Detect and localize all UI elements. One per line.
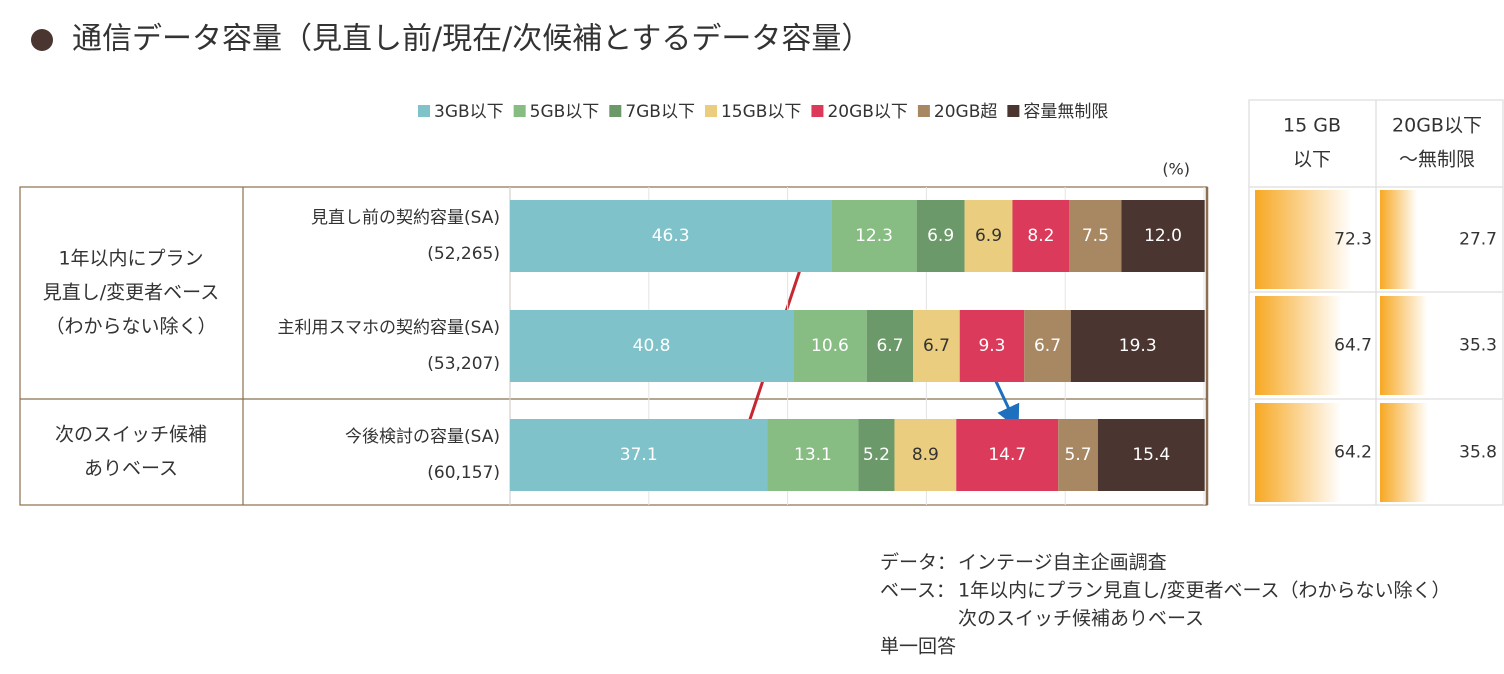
legend-label: 20GB以下 — [827, 102, 907, 122]
row-label: 主利用スマホの契約容量(SA) — [278, 318, 501, 338]
note-text: 次のスイッチ候補ありベース — [958, 608, 1204, 630]
value-label: 12.0 — [1144, 226, 1182, 246]
group-label: （わからない除く） — [45, 316, 216, 338]
value-label: 7.5 — [1082, 226, 1109, 246]
legend-label: 20GB超 — [934, 102, 997, 122]
legend-swatch — [609, 105, 622, 117]
bar-segment — [1121, 200, 1205, 272]
note-label: データ： — [880, 552, 956, 574]
bar-segment — [831, 200, 917, 272]
legend-label: 15GB以下 — [721, 102, 801, 122]
row-n-label: (52,265) — [427, 244, 500, 264]
value-label: 8.2 — [1027, 226, 1054, 246]
value-label: 12.3 — [855, 226, 893, 246]
row-label: 見直し前の契約容量(SA) — [311, 208, 500, 228]
bar-segment — [913, 310, 960, 382]
group-label: 1年以内にプラン — [58, 248, 203, 270]
value-label: 6.7 — [923, 336, 950, 356]
title-bullet — [31, 29, 53, 51]
unit-label: (%) — [1162, 160, 1190, 179]
legend-swatch — [704, 105, 717, 117]
bar-segment — [916, 200, 965, 272]
legend-label: 7GB以下 — [625, 102, 695, 122]
group-label: 次のスイッチ候補 — [55, 424, 207, 446]
bar-segment — [1012, 200, 1070, 272]
note-text: インテージ自主企画調査 — [958, 552, 1167, 574]
value-label: 10.6 — [811, 336, 849, 356]
bar-segment — [894, 419, 957, 491]
bar-segment — [510, 419, 768, 491]
bar-segment — [510, 200, 832, 272]
group-label: ありベース — [84, 458, 178, 480]
legend-swatch — [917, 105, 930, 117]
value-label: 8.9 — [912, 445, 939, 465]
value-label: 46.3 — [652, 226, 690, 246]
note-text: 1年以内にプラン見直し/変更者ベース（わからない除く） — [958, 580, 1451, 602]
legend-label: 5GB以下 — [530, 102, 600, 122]
side-bar — [1380, 403, 1428, 502]
bar-segment — [1069, 200, 1122, 272]
value-label: 13.1 — [794, 445, 832, 465]
bar-segment — [1097, 419, 1205, 491]
row-n-label: (60,157) — [427, 463, 500, 483]
legend-label: 3GB以下 — [434, 102, 504, 122]
bar-segment — [1070, 310, 1205, 382]
value-label: 6.9 — [975, 226, 1002, 246]
bar-segment — [866, 310, 914, 382]
side-bar — [1380, 296, 1428, 395]
side-header: 20GB以下 — [1392, 115, 1482, 137]
bar-segment — [793, 310, 867, 382]
side-value: 27.7 — [1459, 230, 1497, 250]
bar-segment — [510, 310, 794, 382]
side-value: 64.7 — [1334, 336, 1372, 356]
legend-swatch — [418, 105, 430, 117]
bar-segment — [858, 419, 895, 491]
value-label: 40.8 — [633, 336, 671, 356]
value-label: 15.4 — [1132, 445, 1170, 465]
bar-segment — [956, 419, 1059, 491]
blue-arrow — [991, 374, 1020, 430]
bar-segment — [767, 419, 859, 491]
value-label: 9.3 — [978, 336, 1005, 356]
bar-segment — [1058, 419, 1098, 491]
side-value: 64.2 — [1334, 443, 1372, 463]
side-bar — [1255, 190, 1352, 289]
note-label: 単一回答 — [880, 636, 956, 658]
value-label: 14.7 — [988, 445, 1026, 465]
value-label: 19.3 — [1119, 336, 1157, 356]
side-value: 35.8 — [1459, 443, 1497, 463]
legend-label: 容量無制限 — [1023, 102, 1108, 122]
side-header: 15 GB — [1283, 115, 1341, 137]
value-label: 6.9 — [927, 226, 954, 246]
side-value: 72.3 — [1334, 230, 1372, 250]
value-label: 6.7 — [1034, 336, 1061, 356]
value-label: 37.1 — [620, 445, 658, 465]
value-label: 5.7 — [1065, 445, 1092, 465]
chart-title: 通信データ容量（見直し前/現在/次候補とするデータ容量） — [72, 22, 871, 57]
legend-swatch — [1007, 105, 1020, 117]
side-value: 35.3 — [1459, 336, 1497, 356]
side-bar — [1255, 403, 1342, 502]
bar-segment — [1024, 310, 1071, 382]
legend-swatch — [811, 105, 824, 117]
table-frame — [19, 99, 1504, 506]
note-label: ベース： — [880, 580, 955, 602]
legend-swatch — [513, 105, 526, 117]
side-header: ～無制限 — [1399, 149, 1475, 171]
value-label: 6.7 — [876, 336, 903, 356]
row-label: 今後検討の容量(SA) — [345, 427, 500, 447]
side-bar — [1255, 296, 1342, 395]
bar-segment — [959, 310, 1025, 382]
side-bar — [1380, 190, 1418, 289]
value-label: 5.2 — [863, 445, 890, 465]
side-header: 以下 — [1293, 149, 1331, 171]
group-label: 見直し/変更者ベース — [43, 282, 219, 304]
row-n-label: (53,207) — [427, 354, 500, 374]
bar-segment — [964, 200, 1013, 272]
